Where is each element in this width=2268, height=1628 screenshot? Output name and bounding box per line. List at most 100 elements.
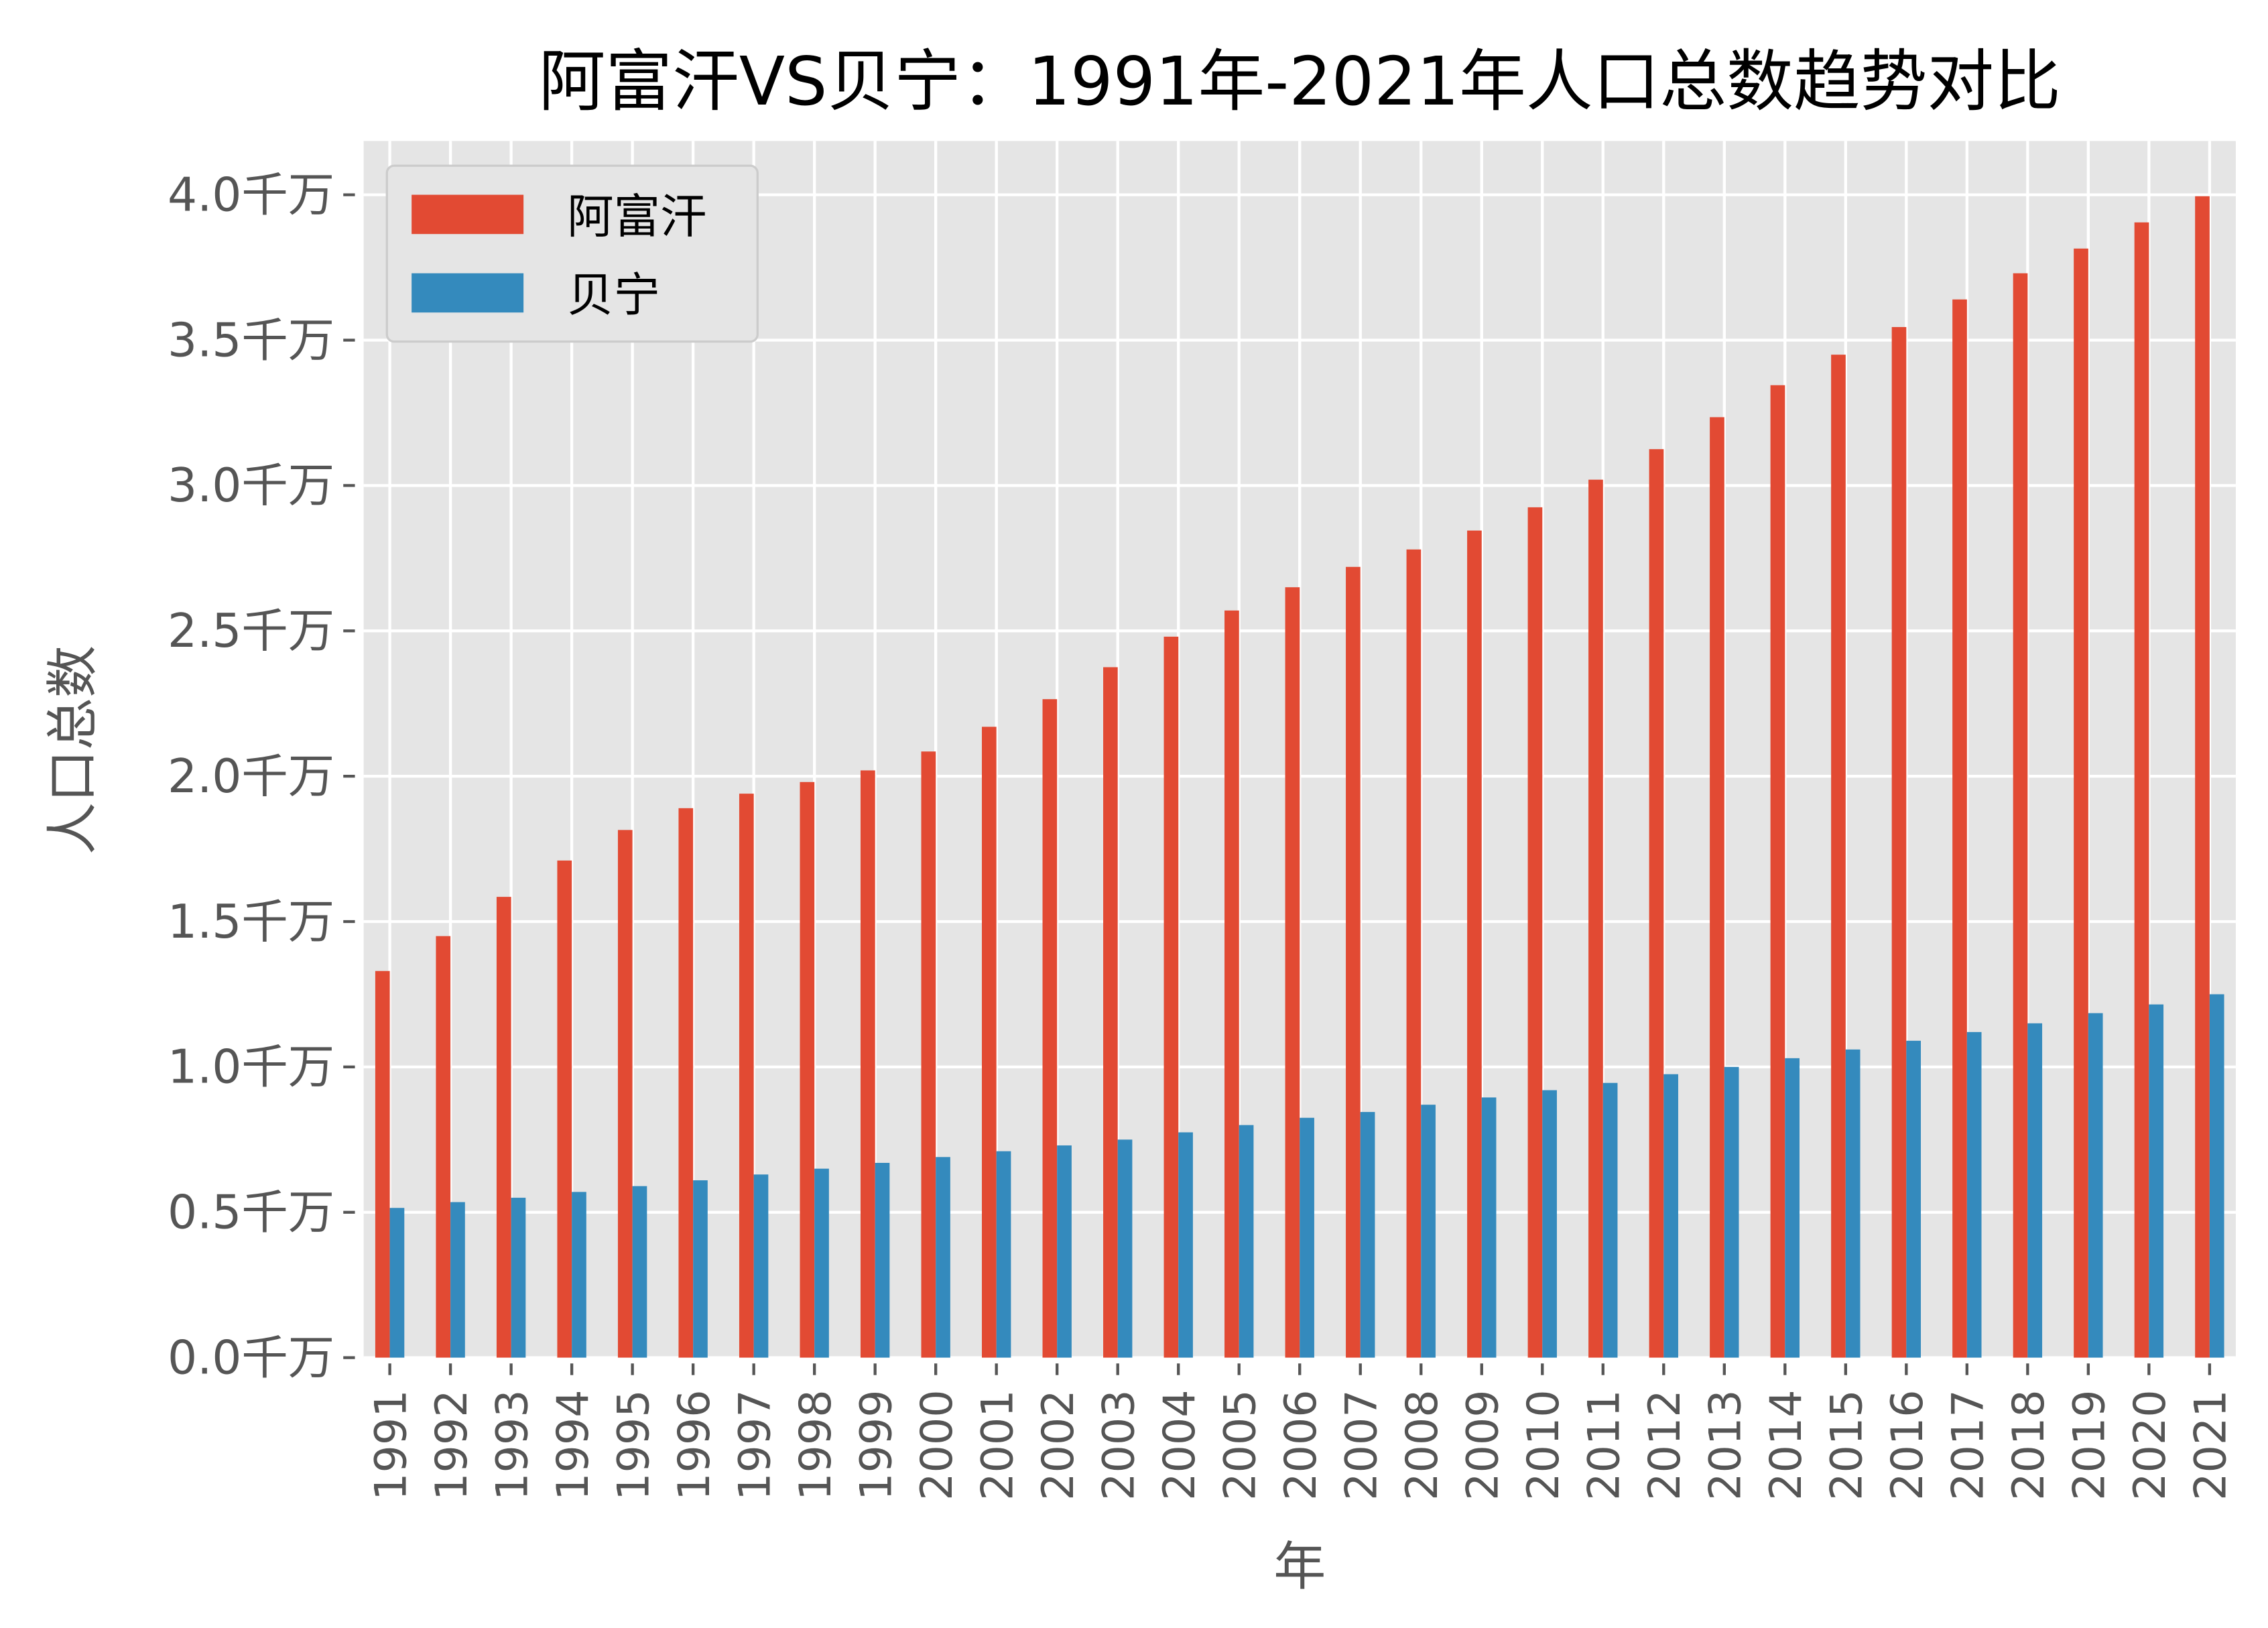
bar-afghanistan-2016 xyxy=(1891,326,1907,1358)
bar-afghanistan-2012 xyxy=(1649,449,1664,1358)
bar-benin-1994 xyxy=(572,1192,586,1358)
bar-afghanistan-2001 xyxy=(982,727,997,1358)
y-tick-label: 3.0千万 xyxy=(168,459,334,513)
bar-afghanistan-2020 xyxy=(2134,222,2149,1358)
x-tick-label: 2013 xyxy=(1701,1389,1751,1501)
bar-benin-2016 xyxy=(1906,1040,1922,1358)
bar-afghanistan-2008 xyxy=(1406,549,1422,1358)
bar-benin-2012 xyxy=(1663,1074,1678,1358)
x-tick-label: 2000 xyxy=(912,1389,962,1501)
bar-benin-2021 xyxy=(2209,994,2224,1358)
bar-afghanistan-2013 xyxy=(1710,417,1724,1358)
bar-afghanistan-1995 xyxy=(617,830,633,1358)
bar-benin-2004 xyxy=(1178,1132,1193,1358)
bar-benin-2001 xyxy=(996,1151,1011,1358)
bar-afghanistan-2021 xyxy=(2195,196,2210,1358)
bar-afghanistan-1999 xyxy=(860,770,875,1358)
x-tick-label: 2012 xyxy=(1640,1389,1690,1501)
bar-afghanistan-2017 xyxy=(1952,299,1967,1358)
y-tick-label: 0.5千万 xyxy=(168,1186,334,1240)
bar-benin-2003 xyxy=(1117,1139,1133,1358)
x-tick-label: 2005 xyxy=(1216,1389,1266,1501)
x-tick-label: 2007 xyxy=(1337,1389,1387,1501)
x-tick-label: 2002 xyxy=(1033,1389,1084,1501)
bar-afghanistan-2011 xyxy=(1588,479,1603,1358)
bar-benin-1997 xyxy=(753,1174,769,1358)
bar-afghanistan-2018 xyxy=(2013,273,2028,1358)
bar-benin-2005 xyxy=(1239,1125,1254,1358)
x-tick-label: 2016 xyxy=(1883,1389,1933,1501)
x-tick-label: 1997 xyxy=(731,1389,781,1501)
x-tick-label: 2010 xyxy=(1519,1389,1569,1501)
bar-benin-2002 xyxy=(1057,1145,1072,1358)
bar-benin-2000 xyxy=(936,1157,950,1358)
bar-benin-2013 xyxy=(1724,1066,1739,1358)
legend-label-benin: 贝宁 xyxy=(567,269,660,322)
x-tick-label: 2004 xyxy=(1155,1389,1205,1501)
x-tick-label: 2009 xyxy=(1458,1389,1509,1501)
bar-benin-2009 xyxy=(1481,1097,1497,1358)
x-tick-label: 2008 xyxy=(1397,1389,1448,1501)
bar-benin-1996 xyxy=(693,1180,708,1358)
bar-afghanistan-2015 xyxy=(1831,355,1846,1358)
x-tick-label: 1995 xyxy=(609,1389,659,1501)
x-tick-label: 2015 xyxy=(1822,1389,1873,1501)
bar-afghanistan-2002 xyxy=(1042,699,1058,1358)
x-tick-label: 2018 xyxy=(2004,1389,2054,1501)
bar-afghanistan-1993 xyxy=(496,897,511,1358)
bar-afghanistan-1992 xyxy=(436,936,451,1358)
bar-afghanistan-2010 xyxy=(1527,507,1543,1358)
bar-afghanistan-2009 xyxy=(1467,530,1482,1358)
bar-benin-2020 xyxy=(2149,1004,2164,1358)
y-tick-label: 2.5千万 xyxy=(168,605,334,658)
x-tick-label: 1998 xyxy=(791,1389,841,1501)
x-tick-label: 1993 xyxy=(487,1389,538,1501)
y-axis: 0.0千万 0.5千万 1.0千万 1.5千万 2.0千万 2.5千万 3.0千万 3.5千万… xyxy=(168,168,355,1385)
bar-benin-2019 xyxy=(2088,1013,2103,1358)
legend-swatch-afghanistan xyxy=(412,194,524,235)
bar-benin-1998 xyxy=(814,1168,829,1358)
bar-afghanistan-2019 xyxy=(2074,248,2088,1358)
bar-afghanistan-1991 xyxy=(375,970,390,1358)
x-tick-label: 1992 xyxy=(427,1389,477,1501)
x-axis: 1991 1992 1993 1994 1995 1996 1997 1998 1999 2000… xyxy=(366,1363,2236,1501)
bar-benin-1991 xyxy=(389,1208,405,1358)
bar-afghanistan-2003 xyxy=(1103,667,1118,1358)
bar-benin-2007 xyxy=(1360,1112,1375,1358)
x-tick-label: 2021 xyxy=(2186,1389,2236,1501)
bar-benin-2006 xyxy=(1300,1117,1314,1358)
bar-benin-1993 xyxy=(511,1198,526,1358)
x-tick-label: 1994 xyxy=(548,1389,598,1501)
bar-afghanistan-1998 xyxy=(800,781,815,1358)
bar-benin-2017 xyxy=(1966,1031,1982,1358)
y-tick-label: 0.0千万 xyxy=(168,1331,334,1385)
bar-afghanistan-2005 xyxy=(1224,610,1239,1358)
x-tick-label: 2011 xyxy=(1580,1389,1630,1501)
x-tick-label: 2019 xyxy=(2065,1389,2115,1501)
bar-afghanistan-1996 xyxy=(678,808,694,1358)
bar-afghanistan-2014 xyxy=(1770,385,1785,1358)
bars xyxy=(375,196,2224,1358)
y-tick-label: 2.0千万 xyxy=(168,750,334,804)
bar-afghanistan-2007 xyxy=(1346,566,1361,1358)
x-tick-label: 2017 xyxy=(1944,1389,1994,1501)
y-axis-label: 人口总数 xyxy=(43,645,103,855)
bar-afghanistan-1997 xyxy=(739,794,754,1358)
legend-swatch-benin xyxy=(412,273,524,313)
y-tick-label: 1.0千万 xyxy=(168,1041,334,1094)
chart-title: 阿富汗VS贝宁：1991年-2021年人口总数趋势对比 xyxy=(539,42,2061,121)
bar-benin-2008 xyxy=(1421,1105,1436,1358)
bar-benin-2015 xyxy=(1845,1049,1861,1358)
x-tick-label: 1999 xyxy=(852,1389,902,1501)
x-tick-label: 2001 xyxy=(973,1389,1023,1501)
x-tick-label: 2020 xyxy=(2125,1389,2176,1501)
y-tick-label: 4.0千万 xyxy=(168,168,334,222)
y-tick-label: 1.5千万 xyxy=(168,895,334,949)
bar-benin-2018 xyxy=(2027,1023,2043,1358)
x-tick-label: 2003 xyxy=(1094,1389,1145,1501)
bar-benin-1995 xyxy=(632,1186,647,1358)
bar-benin-2014 xyxy=(1785,1058,1800,1358)
x-tick-label: 1991 xyxy=(366,1389,416,1501)
x-tick-label: 2006 xyxy=(1276,1389,1326,1501)
